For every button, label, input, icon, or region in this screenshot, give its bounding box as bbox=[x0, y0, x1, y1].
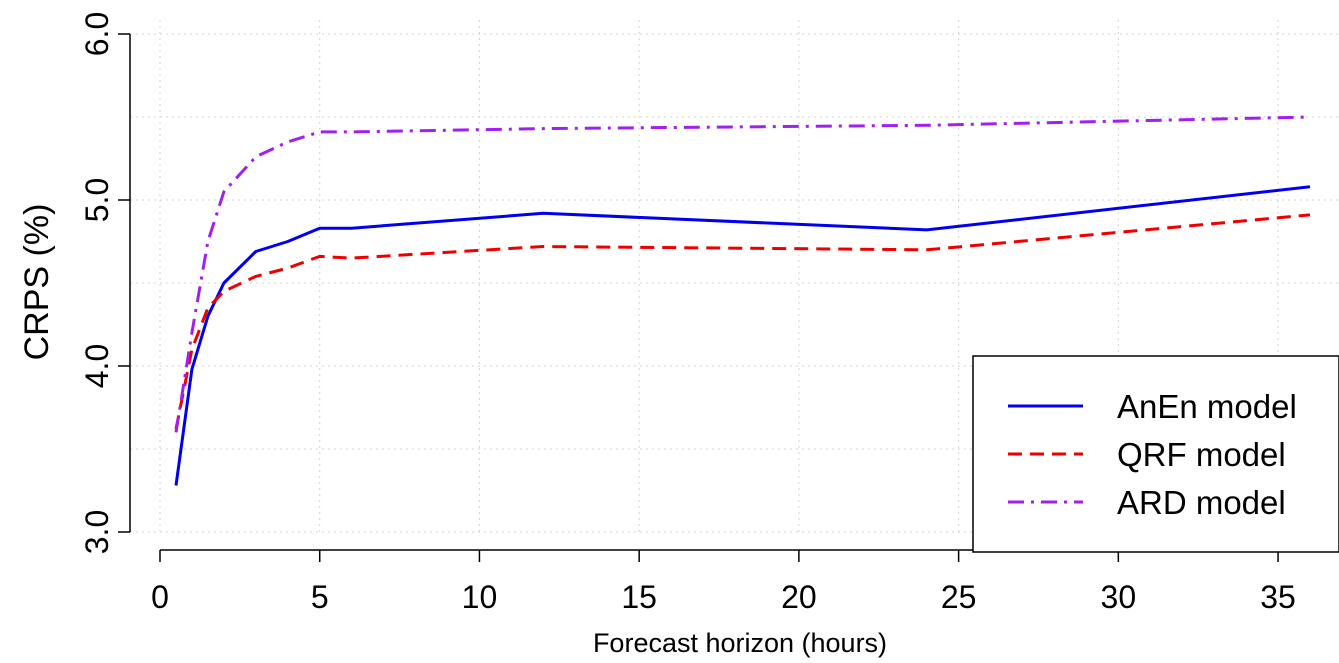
y-tick-label: 4.0 bbox=[79, 344, 115, 388]
legend-label: ARD model bbox=[1117, 484, 1286, 521]
x-tick-label: 0 bbox=[151, 579, 169, 615]
x-tick-label: 15 bbox=[621, 579, 657, 615]
legend: AnEn model QRF model ARD model bbox=[972, 355, 1339, 553]
x-tick-label: 20 bbox=[781, 579, 817, 615]
legend-label: AnEn model bbox=[1117, 388, 1297, 425]
y-tick-label: 5.0 bbox=[79, 178, 115, 222]
y-tick-label: 6.0 bbox=[79, 12, 115, 56]
series-line-2 bbox=[174, 213, 1311, 430]
series-line-1 bbox=[174, 185, 1311, 486]
legend-label: QRF model bbox=[1117, 436, 1286, 473]
x-tick-label: 25 bbox=[941, 579, 977, 615]
x-tick-label: 30 bbox=[1101, 579, 1137, 615]
series-lines bbox=[174, 115, 1311, 486]
x-tick-label: 10 bbox=[462, 579, 498, 615]
y-tick-label: 3.0 bbox=[79, 510, 115, 554]
y-axis-title: CRPS (%) bbox=[18, 204, 56, 361]
x-tick-label: 35 bbox=[1260, 579, 1296, 615]
x-axis-title: Forecast horizon (hours) bbox=[593, 628, 887, 658]
axes: 0 5 10 15 20 25 30 35 3.0 4.0 5.0 6.0 bbox=[79, 12, 1296, 615]
x-tick-label: 5 bbox=[311, 579, 329, 615]
